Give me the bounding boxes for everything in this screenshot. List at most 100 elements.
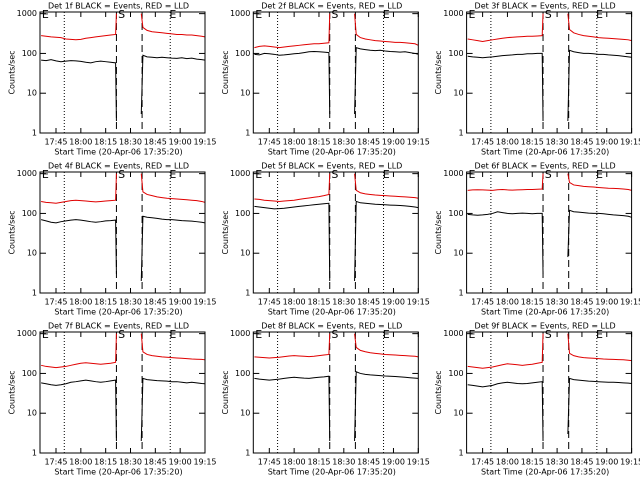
annotation: E — [255, 8, 262, 21]
y-tick-label: 1 — [245, 289, 250, 298]
x-tick-label: 18:00 — [69, 458, 92, 467]
x-tick-label: 17:45 — [44, 298, 67, 307]
y-tick-label: 100 — [448, 49, 463, 58]
series-line — [567, 377, 632, 435]
chart-title: Det 5f BLACK = Events, RED = LLD — [261, 162, 402, 171]
series-line — [354, 173, 419, 199]
x-tick-label: 18:30 — [546, 458, 569, 467]
y-tick-label: 100 — [22, 369, 37, 378]
x-tick-label: 17:45 — [44, 458, 67, 467]
y-tick-label: 1 — [459, 129, 464, 138]
y-tick-label: 1 — [32, 449, 37, 458]
series-line — [354, 200, 419, 282]
x-tick-label: 19:15 — [193, 138, 216, 147]
x-tick-label: 18:00 — [496, 458, 519, 467]
y-tick-label: 100 — [235, 369, 250, 378]
y-tick-label: 1000 — [17, 329, 37, 338]
x-tick-label: 19:00 — [595, 458, 618, 467]
plot-frame — [39, 331, 206, 454]
y-tick-label: 1 — [459, 289, 464, 298]
y-axis-label: Counts/sec — [8, 370, 17, 414]
annotation: E — [383, 8, 390, 21]
y-tick-label: 1 — [245, 129, 250, 138]
x-tick-label: 18:15 — [521, 138, 544, 147]
x-tick-label: 19:15 — [193, 298, 216, 307]
x-tick-label: 17:45 — [258, 298, 281, 307]
annotation: E — [383, 328, 390, 341]
x-tick-label: 18:30 — [546, 138, 569, 147]
x-tick-label: 18:15 — [94, 298, 117, 307]
x-tick-label: 17:45 — [258, 458, 281, 467]
annotation: E — [596, 8, 603, 21]
series-line — [567, 49, 632, 122]
series-line — [41, 59, 117, 122]
chart-title: Det 3f BLACK = Events, RED = LLD — [475, 2, 616, 11]
y-axis-label: Counts/sec — [8, 210, 17, 254]
y-tick-label: 1000 — [230, 169, 250, 178]
chart-title: Det 9f BLACK = Events, RED = LLD — [475, 322, 616, 331]
series-line — [40, 219, 117, 275]
annotation: S — [331, 328, 338, 341]
series-line — [140, 377, 206, 442]
x-tick-label: 18:45 — [570, 298, 593, 307]
series-line — [567, 173, 632, 191]
annotation: S — [118, 328, 125, 341]
chart-title: Det 6f BLACK = Events, RED = LLD — [475, 162, 616, 171]
y-tick-label: 100 — [448, 209, 463, 218]
x-tick-label: 19:15 — [620, 138, 640, 147]
y-tick-label: 10 — [453, 409, 463, 418]
x-tick-label: 18:30 — [546, 298, 569, 307]
x-tick-label: 18:15 — [94, 458, 117, 467]
x-tick-label: 18:15 — [307, 458, 330, 467]
series-line — [254, 333, 331, 359]
x-tick-label: 18:15 — [521, 458, 544, 467]
y-tick-label: 100 — [235, 49, 250, 58]
series-line — [467, 173, 544, 191]
y-tick-label: 1 — [459, 449, 464, 458]
series-line — [467, 52, 544, 122]
y-tick-label: 1 — [245, 449, 250, 458]
series-line — [254, 173, 331, 202]
x-tick-label: 18:45 — [144, 458, 167, 467]
y-tick-label: 10 — [27, 89, 37, 98]
x-axis-label: Start Time (20-Apr-06 17:35:20) — [54, 308, 182, 317]
x-tick-label: 17:45 — [44, 138, 67, 147]
x-tick-label: 19:15 — [407, 298, 430, 307]
plot-frame — [466, 171, 633, 294]
x-tick-label: 19:00 — [169, 298, 192, 307]
x-tick-label: 18:00 — [496, 298, 519, 307]
y-tick-label: 10 — [240, 409, 250, 418]
y-tick-label: 1000 — [17, 169, 37, 178]
y-tick-label: 10 — [27, 409, 37, 418]
x-axis-label: Start Time (20-Apr-06 17:35:20) — [481, 468, 609, 477]
x-tick-label: 18:45 — [357, 138, 380, 147]
y-axis-label: Counts/sec — [8, 50, 17, 94]
series-line — [254, 202, 331, 282]
x-tick-label: 17:45 — [258, 138, 281, 147]
x-tick-label: 18:00 — [283, 138, 306, 147]
series-line — [567, 333, 632, 362]
annotation: E — [383, 168, 390, 181]
plot-frame — [252, 331, 419, 454]
series-line — [567, 13, 632, 42]
annotation: S — [331, 168, 338, 181]
annotation: E — [169, 328, 176, 341]
annotation: S — [118, 8, 125, 21]
annotation: E — [469, 168, 476, 181]
x-tick-label: 18:45 — [357, 298, 380, 307]
x-tick-label: 18:45 — [144, 138, 167, 147]
series-line — [41, 13, 117, 41]
y-tick-label: 10 — [240, 249, 250, 258]
annotation: E — [42, 328, 49, 341]
x-tick-label: 19:15 — [620, 298, 640, 307]
plot-frame — [466, 331, 633, 454]
y-tick-label: 10 — [27, 249, 37, 258]
y-tick-label: 100 — [448, 369, 463, 378]
x-axis-label: Start Time (20-Apr-06 17:35:20) — [268, 148, 396, 157]
series-line — [140, 173, 206, 203]
y-axis-label: Counts/sec — [434, 50, 443, 94]
y-tick-label: 100 — [235, 209, 250, 218]
x-axis-label: Start Time (20-Apr-06 17:35:20) — [268, 468, 396, 477]
annotation: E — [469, 8, 476, 21]
